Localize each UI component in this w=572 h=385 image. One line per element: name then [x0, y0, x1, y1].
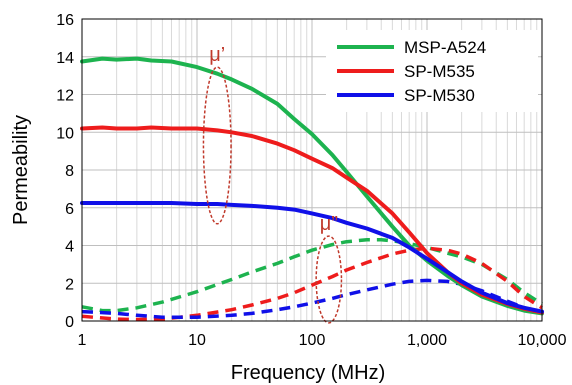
- y-tick-label: 16: [56, 12, 74, 29]
- series-line-msp-a524-imaginary: [81, 238, 543, 313]
- y-tick-label: 10: [56, 125, 74, 142]
- annotation-ellipse: [202, 66, 232, 225]
- y-tick-label: 2: [65, 276, 74, 293]
- legend-label-msp-a524: MSP-A524: [404, 38, 486, 57]
- legend-label-sp-m530: SP-M530: [404, 86, 475, 105]
- x-tick-label: 1: [78, 332, 87, 349]
- series-group: [80, 56, 544, 322]
- annotation-label: μ”: [320, 213, 338, 235]
- legend-label-sp-m535: SP-M535: [404, 62, 475, 81]
- series-line-sp-m530-imaginary: [81, 278, 543, 319]
- tick-labels: 1 10 100 1,000 10,000 0 2 4 6 8 10 12 14 16: [56, 12, 566, 349]
- x-axis-label: Frequency (MHz): [231, 362, 385, 384]
- x-tick-label: 1,000: [407, 332, 447, 349]
- annotation-label: μ’: [209, 44, 225, 66]
- y-tick-label: 0: [65, 314, 74, 331]
- legend: MSP-A524 SP-M535 SP-M530: [326, 30, 538, 112]
- y-axis-label: Permeability: [10, 115, 32, 225]
- annotations: μ’ μ”: [202, 44, 343, 324]
- x-tick-label: 10: [188, 332, 206, 349]
- y-tick-label: 14: [56, 50, 74, 67]
- annotation-ellipse: [315, 235, 343, 324]
- x-tick-label: 100: [299, 332, 326, 349]
- y-tick-label: 8: [65, 163, 74, 180]
- y-tick-label: 6: [65, 201, 74, 218]
- plot-border: [81, 18, 543, 322]
- y-tick-label: 4: [65, 239, 74, 256]
- y-tick-label: 12: [56, 88, 74, 105]
- series-line-sp-m530-real: [80, 201, 544, 314]
- x-tick-label: 10,000: [518, 332, 567, 349]
